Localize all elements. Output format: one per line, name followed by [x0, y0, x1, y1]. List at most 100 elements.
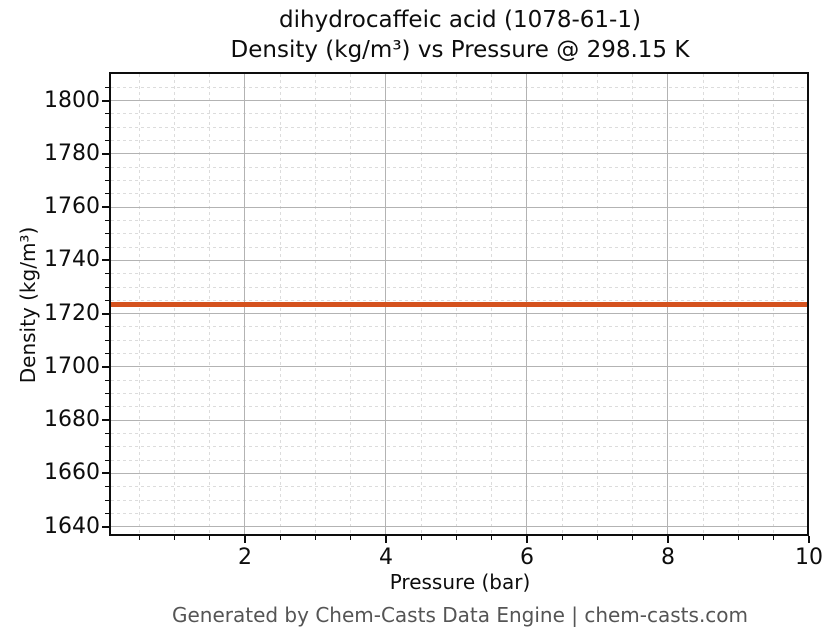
y-minor-gridline [111, 459, 809, 461]
y-minor-tick [105, 393, 109, 395]
y-minor-gridline [111, 286, 809, 288]
y-minor-tick [105, 246, 109, 248]
y-minor-gridline [111, 193, 809, 195]
y-minor-gridline [111, 393, 809, 395]
y-major-tick [102, 365, 109, 368]
x-minor-tick [420, 536, 422, 540]
y-tick-label: 1680 [44, 407, 100, 433]
x-major-tick [808, 536, 810, 543]
x-minor-tick [773, 536, 775, 540]
y-minor-gridline [111, 180, 809, 181]
y-major-gridline [111, 472, 809, 474]
y-minor-gridline [111, 126, 809, 128]
y-minor-gridline [111, 486, 809, 488]
y-major-tick [102, 525, 109, 528]
y-minor-tick [105, 166, 109, 168]
y-minor-gridline [111, 233, 809, 235]
y-minor-tick [105, 286, 109, 288]
chart-title-line2: Density (kg/m³) vs Pressure @ 298.15 K [230, 37, 690, 63]
y-major-tick [102, 312, 109, 315]
y-minor-tick [105, 406, 109, 408]
y-minor-gridline [111, 406, 809, 408]
x-tick-label: 10 [795, 545, 823, 570]
x-minor-tick [209, 536, 211, 540]
y-minor-gridline [111, 499, 809, 501]
y-major-tick [102, 419, 109, 422]
y-major-gridline [111, 313, 809, 315]
y-minor-gridline [111, 353, 809, 355]
y-minor-tick [105, 219, 109, 221]
y-tick-label: 1720 [44, 300, 100, 326]
x-minor-tick [455, 536, 457, 540]
x-major-tick [243, 536, 246, 543]
y-minor-gridline [111, 339, 809, 341]
y-minor-gridline [111, 246, 809, 248]
y-major-gridline [111, 419, 809, 421]
y-minor-tick [105, 499, 109, 501]
x-major-tick [525, 536, 528, 543]
y-major-gridline [111, 100, 809, 102]
y-minor-tick [105, 299, 109, 301]
x-minor-tick [350, 536, 352, 540]
plot-area [111, 74, 809, 536]
y-minor-gridline [111, 166, 809, 168]
y-minor-gridline [111, 446, 809, 448]
chart-title-line1: dihydrocaffeic acid (1078-61-1) [279, 7, 641, 33]
y-minor-tick [105, 326, 109, 328]
y-tick-label: 1800 [44, 87, 100, 113]
y-minor-tick [105, 512, 109, 514]
y-minor-tick [105, 379, 109, 381]
x-axis-label: Pressure (bar) [389, 570, 531, 594]
y-minor-gridline [111, 113, 809, 115]
y-major-gridline [111, 206, 809, 208]
y-minor-tick [105, 339, 109, 341]
x-minor-tick [314, 536, 316, 540]
x-tick-label: 4 [378, 545, 393, 570]
data-series-line [111, 301, 809, 307]
y-major-tick [102, 152, 109, 155]
x-tick-label: 8 [660, 545, 675, 570]
x-major-tick [666, 536, 669, 543]
watermark-credit: Generated by Chem-Casts Data Engine | ch… [171, 603, 749, 627]
y-minor-gridline [111, 299, 809, 301]
y-minor-tick [105, 126, 109, 128]
y-minor-gridline [111, 432, 809, 434]
y-minor-gridline [111, 379, 809, 381]
y-minor-gridline [111, 219, 809, 221]
y-minor-tick [105, 432, 109, 434]
y-minor-tick [105, 193, 109, 195]
y-minor-tick [105, 180, 109, 181]
y-major-gridline [111, 526, 809, 528]
x-tick-label: 2 [237, 545, 252, 570]
y-tick-label: 1640 [44, 513, 100, 539]
x-major-tick [384, 536, 387, 543]
x-minor-tick [702, 536, 704, 540]
y-minor-gridline [111, 86, 809, 88]
x-minor-tick [737, 536, 739, 540]
y-tick-label: 1760 [44, 194, 100, 220]
y-major-gridline [111, 366, 809, 368]
y-minor-gridline [111, 512, 809, 514]
y-minor-tick [105, 353, 109, 355]
y-minor-gridline [111, 140, 809, 142]
y-tick-label: 1700 [44, 353, 100, 379]
y-major-tick [102, 99, 109, 102]
x-minor-tick [491, 536, 493, 540]
y-major-tick [102, 259, 109, 262]
x-tick-label: 6 [519, 545, 534, 570]
x-minor-tick [561, 536, 563, 540]
y-minor-tick [105, 140, 109, 142]
y-minor-tick [105, 233, 109, 235]
y-major-tick [102, 206, 109, 209]
y-minor-tick [105, 446, 109, 448]
y-minor-tick [105, 113, 109, 115]
y-minor-tick [105, 486, 109, 488]
y-major-gridline [111, 153, 809, 155]
y-tick-label: 1660 [44, 460, 100, 486]
y-minor-tick [105, 459, 109, 461]
x-minor-tick [632, 536, 634, 540]
y-tick-label: 1740 [44, 247, 100, 273]
y-major-tick [102, 472, 109, 475]
y-minor-tick [105, 273, 109, 275]
